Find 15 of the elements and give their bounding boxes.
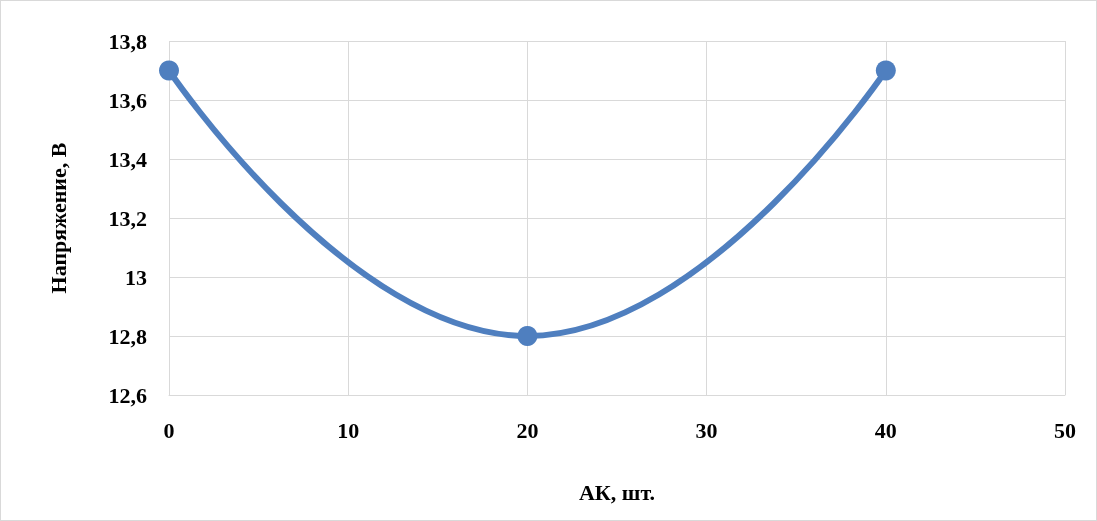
x-axis-title: АК, шт. xyxy=(578,479,656,505)
y-axis-title: Напряжение, В xyxy=(45,142,71,294)
x-tick-label: 30 xyxy=(695,417,718,443)
y-tick-label: 13,8 xyxy=(108,28,147,54)
y-tick-label: 13,2 xyxy=(108,205,147,231)
x-tick-label: 10 xyxy=(337,417,360,443)
y-tick-label: 12,6 xyxy=(108,382,147,408)
x-tick-label: 50 xyxy=(1054,417,1076,443)
y-tick-label: 13,6 xyxy=(108,87,147,113)
x-tick-label: 0 xyxy=(163,417,175,443)
x-tick-label: 40 xyxy=(874,417,897,443)
y-tick-label: 12,8 xyxy=(108,323,147,349)
y-tick-label: 13 xyxy=(125,264,147,290)
y-tick-label: 13,4 xyxy=(108,146,147,172)
x-tick-label: 20 xyxy=(516,417,539,443)
